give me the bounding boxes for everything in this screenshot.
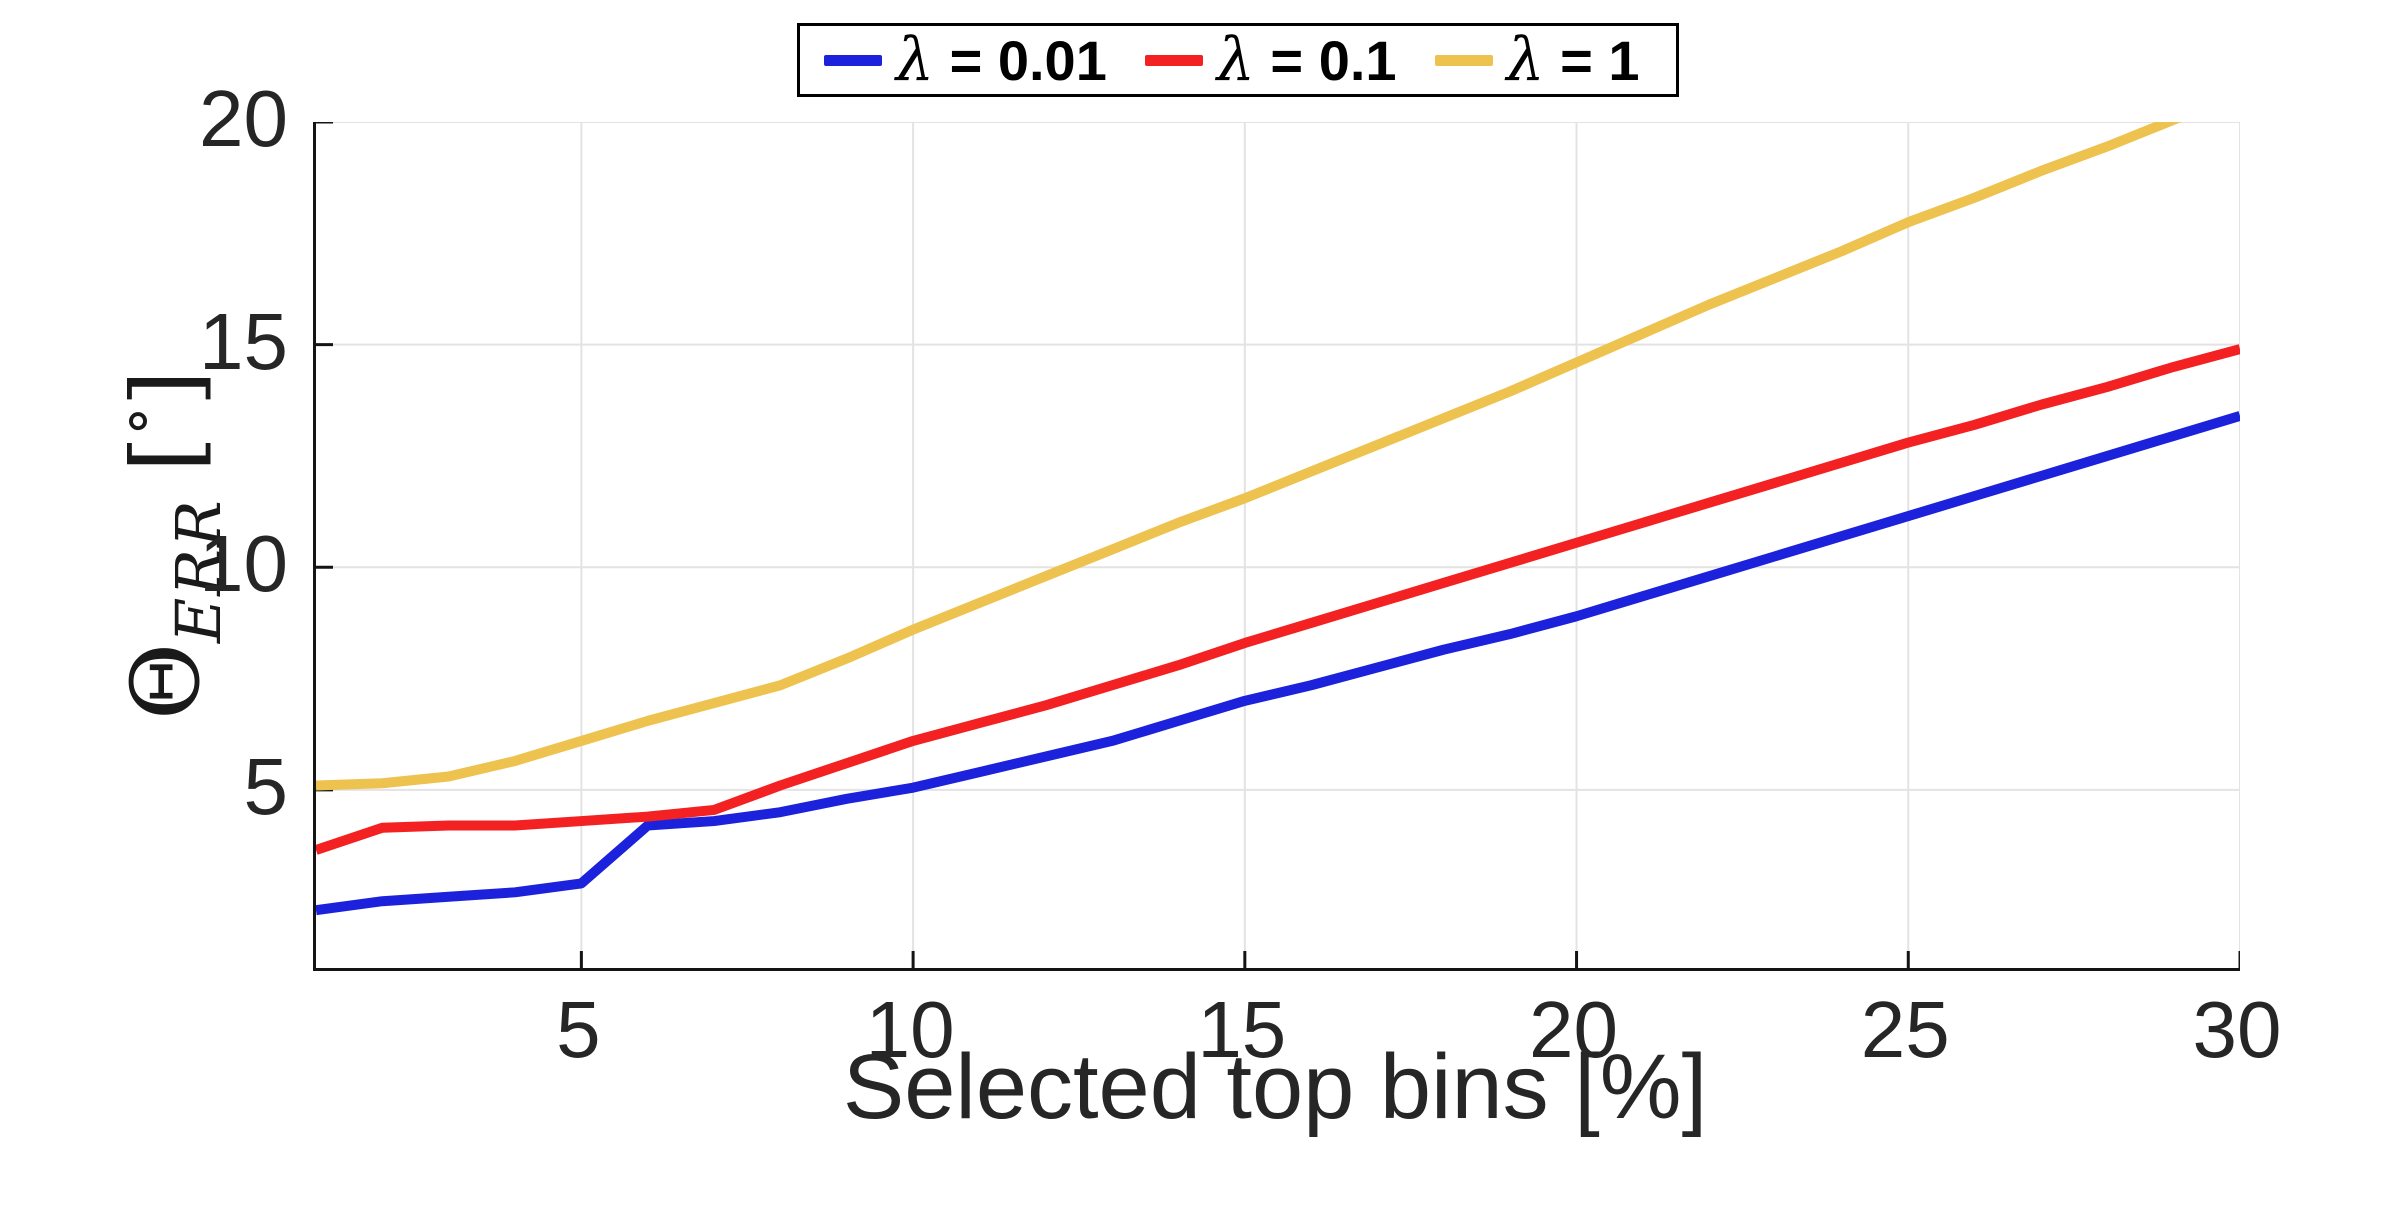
series-line-1: [316, 344, 2240, 855]
x-tick-label: 30: [2192, 985, 2282, 1074]
legend-line-swatch: [1434, 54, 1493, 66]
chart-canvas: [316, 122, 2240, 968]
ylabel-theta: Θ: [112, 642, 221, 721]
y-tick-label: 20: [199, 73, 288, 163]
x-tick-label: 20: [1529, 985, 1619, 1074]
x-tick-label: 10: [865, 985, 955, 1074]
legend-label: λ = 0.1: [1216, 25, 1397, 95]
degree-symbol: °: [118, 406, 186, 436]
legend-item-0: λ = 0.01: [824, 30, 1107, 90]
lambda-symbol: λ: [1216, 25, 1255, 95]
legend-label: λ = 1: [1506, 25, 1640, 95]
y-tick-label: 10: [199, 519, 288, 609]
y-tick-label: 5: [243, 741, 289, 831]
series-line-0: [316, 411, 2240, 916]
x-tick-label: 5: [556, 985, 601, 1074]
lambda-symbol: λ: [896, 25, 935, 95]
x-axis-label: Selected top bins [%]: [842, 1036, 1708, 1138]
x-tick-label: 25: [1860, 985, 1950, 1074]
legend-item-2: λ = 1: [1434, 25, 1640, 95]
x-tick-label: 15: [1197, 985, 1287, 1074]
legend-label: λ = 0.01: [896, 25, 1107, 95]
lambda-symbol: λ: [1506, 25, 1545, 95]
series-line-2: [316, 122, 2182, 791]
legend-line-swatch: [824, 54, 882, 66]
legend-line-swatch: [1144, 54, 1203, 66]
plot-area: [313, 122, 2240, 971]
legend-item-1: λ = 0.1: [1144, 25, 1397, 95]
y-tick-label: 15: [199, 296, 288, 386]
legend: λ = 0.01 λ = 0.1 λ = 1: [797, 23, 1679, 97]
